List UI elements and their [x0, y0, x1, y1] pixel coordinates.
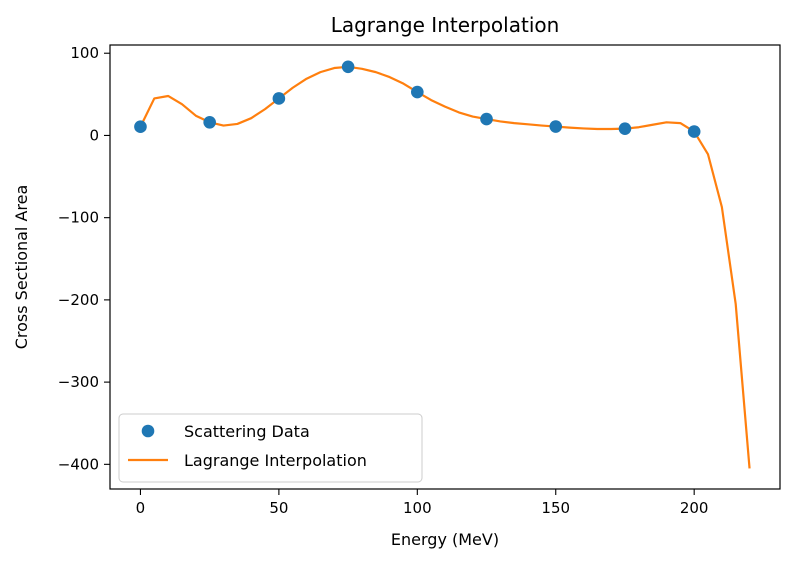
chart-title: Lagrange Interpolation: [331, 13, 560, 37]
x-tick-label: 50: [269, 499, 288, 517]
y-axis: −400 −300 −200 −100 0 100: [58, 44, 110, 473]
x-tick-label: 0: [136, 499, 146, 517]
x-tick-label: 150: [541, 499, 570, 517]
legend-marker-scatter: [141, 424, 155, 438]
x-axis-label: Energy (MeV): [391, 530, 499, 549]
y-tick-label: −100: [58, 209, 99, 227]
x-axis: 0 50 100 150 200: [136, 489, 709, 517]
y-tick-label: 0: [89, 126, 99, 144]
plot-area-frame: [109, 44, 781, 490]
y-axis-label: Cross Sectional Area: [12, 185, 31, 350]
y-tick-label: −200: [58, 291, 99, 309]
y-tick-label: 100: [70, 44, 99, 62]
scatter-point: [411, 85, 424, 99]
scatter-point: [203, 115, 216, 129]
scatter-point: [341, 60, 355, 74]
y-tick-label: −400: [58, 455, 99, 473]
legend-label-scatter: Scattering Data: [184, 422, 310, 441]
x-tick-label: 100: [403, 499, 432, 517]
scatter-point: [480, 112, 493, 126]
x-tick-label: 200: [680, 499, 709, 517]
legend-label-line: Lagrange Interpolation: [184, 451, 367, 470]
y-tick-label: −300: [58, 373, 99, 391]
scatter-point: [272, 92, 286, 105]
legend: Scattering Data Lagrange Interpolation: [118, 413, 423, 483]
scatter-point: [687, 125, 701, 138]
legend-box: [118, 413, 423, 483]
scatter-point: [618, 122, 632, 135]
scatter-point: [134, 120, 147, 134]
scatter-point: [549, 120, 563, 133]
lagrange-interpolation-line: [139, 65, 751, 469]
